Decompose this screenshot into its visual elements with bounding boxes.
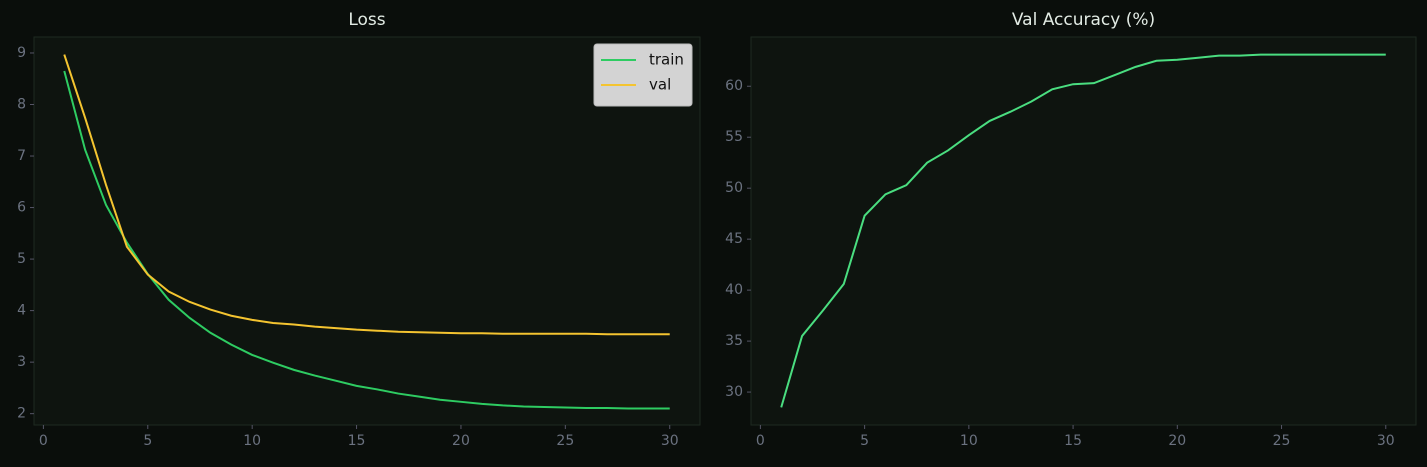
chart-title: Val Accuracy (%) [1012,10,1155,30]
plot-area [33,36,701,426]
y-tick-label: 7 [17,148,26,164]
y-tick-label: 60 [725,78,743,94]
legend-label: val [649,76,671,94]
y-tick-label: 5 [17,251,26,267]
y-tick-label: 40 [725,282,743,298]
x-tick-label: 25 [556,433,574,449]
x-tick-label: 5 [860,433,869,449]
legend-label: train [649,51,684,69]
y-tick-label: 30 [725,384,743,400]
y-tick-label: 8 [17,97,26,113]
x-tick-label: 0 [756,433,765,449]
x-tick-label: 20 [1168,433,1186,449]
x-tick-label: 25 [1273,433,1291,449]
x-tick-label: 0 [39,433,48,449]
x-tick-label: 30 [661,433,679,449]
x-tick-label: 15 [1064,433,1082,449]
chart-title: Loss [348,10,385,30]
y-tick-label: 35 [725,333,743,349]
plot-area [750,36,1417,426]
y-tick-label: 6 [17,200,26,216]
y-tick-label: 4 [17,303,26,319]
x-tick-label: 20 [452,433,470,449]
x-tick-label: 10 [243,433,261,449]
line-series [63,54,670,336]
y-tick-label: 2 [17,406,26,422]
x-tick-label: 10 [960,433,978,449]
y-tick-label: 3 [17,354,26,370]
y-tick-label: 45 [725,231,743,247]
x-tick-label: 5 [143,433,152,449]
line-series [63,70,670,410]
line-series [780,53,1386,408]
y-tick-label: 55 [725,129,743,145]
x-tick-label: 30 [1377,433,1395,449]
y-tick-label: 9 [17,45,26,61]
x-tick-label: 15 [348,433,366,449]
y-tick-label: 50 [725,180,743,196]
